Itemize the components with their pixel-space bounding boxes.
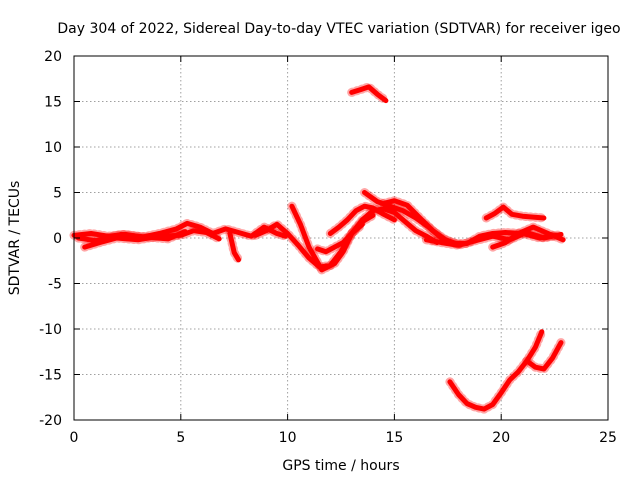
y-tick-label: -5 bbox=[48, 277, 62, 293]
series-line bbox=[524, 340, 564, 372]
series-track-14 bbox=[347, 82, 391, 106]
series-track-10 bbox=[379, 196, 463, 249]
series-point-markers bbox=[313, 219, 367, 257]
x-tick-label: 10 bbox=[279, 430, 297, 446]
x-tick-label: 20 bbox=[492, 430, 510, 446]
series-point-markers bbox=[225, 229, 243, 265]
x-axis-label: GPS time / hours bbox=[282, 458, 399, 474]
series-line bbox=[349, 84, 389, 104]
series-track-12 bbox=[488, 222, 568, 252]
series-line bbox=[227, 231, 241, 263]
y-tick-label: -10 bbox=[39, 322, 62, 338]
series-track-13 bbox=[481, 202, 549, 223]
y-tick-label: 10 bbox=[44, 140, 62, 156]
y-tick-label: 20 bbox=[44, 49, 62, 65]
y-tick-label: -15 bbox=[39, 368, 62, 384]
series-line bbox=[447, 329, 545, 412]
x-tick-label: 25 bbox=[599, 430, 617, 446]
series-point-markers bbox=[421, 228, 566, 250]
series-line bbox=[327, 203, 397, 236]
axis-ticks: 0 5 10 15 20 25 -20 -15 -10 -5 0 5 10 15 20 bbox=[39, 49, 617, 446]
series-point-markers bbox=[379, 196, 463, 249]
series-track-11 bbox=[421, 228, 566, 250]
series-line bbox=[490, 224, 566, 250]
chart-title: Day 304 of 2022, Sidereal Day-to-day VTE… bbox=[57, 21, 620, 37]
y-tick-label: 15 bbox=[44, 95, 62, 111]
series-track-7 bbox=[313, 219, 367, 257]
series-point-markers bbox=[481, 202, 549, 223]
series-point-markers bbox=[522, 338, 566, 374]
series-line bbox=[75, 229, 188, 244]
series-track-3 bbox=[73, 227, 190, 246]
series-line bbox=[483, 204, 547, 221]
series-track-8 bbox=[325, 201, 399, 238]
x-tick-label: 0 bbox=[70, 430, 79, 446]
series-track-4 bbox=[225, 229, 243, 265]
series-line bbox=[381, 198, 461, 247]
series-point-markers bbox=[325, 201, 399, 238]
y-tick-label: 0 bbox=[53, 231, 62, 247]
series-point-markers bbox=[445, 327, 547, 414]
series-line bbox=[423, 230, 564, 248]
y-tick-label: -20 bbox=[39, 413, 62, 429]
series-point-markers bbox=[73, 227, 190, 246]
x-tick-label: 15 bbox=[385, 430, 403, 446]
series-point-markers bbox=[488, 222, 568, 252]
series-track-16 bbox=[522, 338, 566, 374]
y-tick-label: 5 bbox=[53, 186, 62, 202]
y-axis-label: SDTVAR / TECUs bbox=[7, 181, 23, 296]
x-tick-label: 5 bbox=[176, 430, 185, 446]
series-point-markers bbox=[347, 82, 391, 106]
grid bbox=[74, 56, 608, 420]
series-group bbox=[69, 82, 568, 414]
series-line bbox=[315, 221, 365, 255]
series-track-15 bbox=[445, 327, 547, 414]
